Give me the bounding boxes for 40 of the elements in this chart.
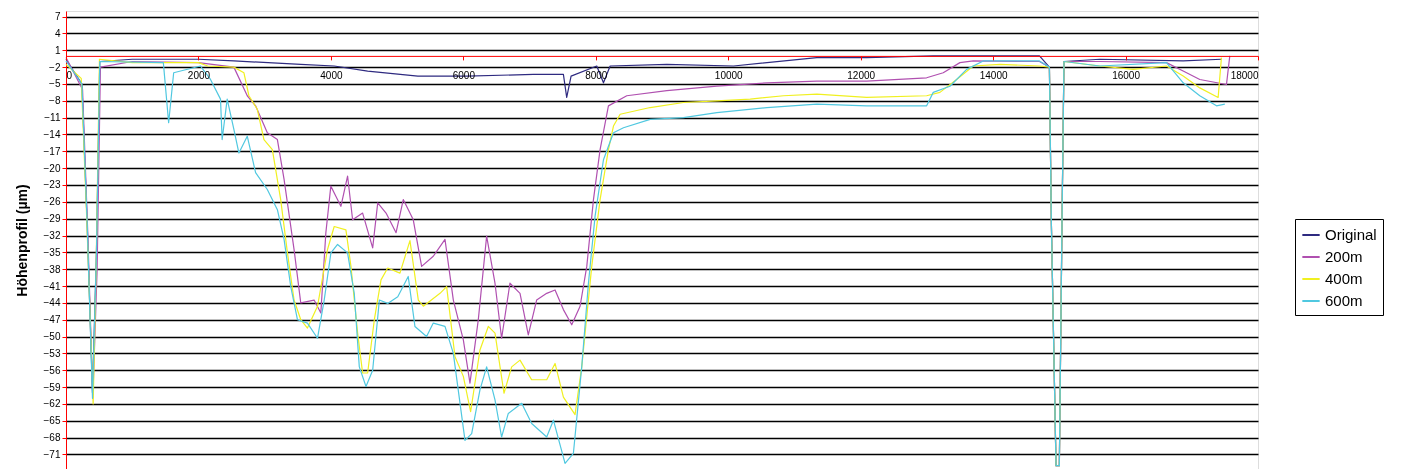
y-tick-label: −17 <box>43 145 61 157</box>
x-tick-label: 18000 <box>1230 70 1259 82</box>
y-tick-label: −38 <box>43 263 61 275</box>
y-tick-label: −65 <box>43 415 61 427</box>
legend-label: 200m <box>1325 248 1363 265</box>
y-tick-label: −11 <box>44 112 61 124</box>
y-tick-label: −59 <box>43 381 61 393</box>
x-tick-label: 0 <box>66 70 73 82</box>
y-tick-label: −71 <box>43 448 61 460</box>
y-tick-label: 1 <box>54 44 61 56</box>
y-tick-label: −8 <box>49 95 61 107</box>
legend-label: 400m <box>1325 270 1363 287</box>
y-tick-label: −5 <box>49 78 61 90</box>
x-tick-label: 12000 <box>847 70 876 82</box>
y-tick-label: −32 <box>43 230 61 242</box>
legend-label: 600m <box>1325 292 1363 309</box>
y-tick-label: −41 <box>43 280 61 292</box>
y-tick-label: 4 <box>54 27 61 39</box>
y-tick-label: −26 <box>43 196 61 208</box>
y-tick-label: −68 <box>43 432 61 444</box>
y-tick-label: −35 <box>43 246 61 258</box>
x-tick-label: 14000 <box>979 70 1008 82</box>
x-tick-label: 2000 <box>187 70 211 82</box>
y-tick-label: −23 <box>43 179 61 191</box>
y-tick-label: −20 <box>43 162 61 174</box>
y-tick-label: −14 <box>43 128 61 140</box>
y-tick-label: −29 <box>43 213 61 225</box>
y-tick-label: −47 <box>43 314 61 326</box>
y-axis-title: Höhenprofil (µm) <box>13 184 30 297</box>
legend-label: Original <box>1325 226 1377 243</box>
y-tick-label: −56 <box>43 364 61 376</box>
y-tick-label: −62 <box>43 398 61 410</box>
x-tick-label: 10000 <box>714 70 744 82</box>
y-tick-label: −44 <box>43 297 61 309</box>
y-tick-label: −2 <box>49 61 61 73</box>
x-tick-label: 16000 <box>1112 70 1141 82</box>
y-tick-label: 7 <box>54 11 61 23</box>
y-tick-label: −50 <box>43 331 61 343</box>
x-tick-label: 4000 <box>320 70 343 82</box>
y-tick-label: −53 <box>43 347 61 359</box>
